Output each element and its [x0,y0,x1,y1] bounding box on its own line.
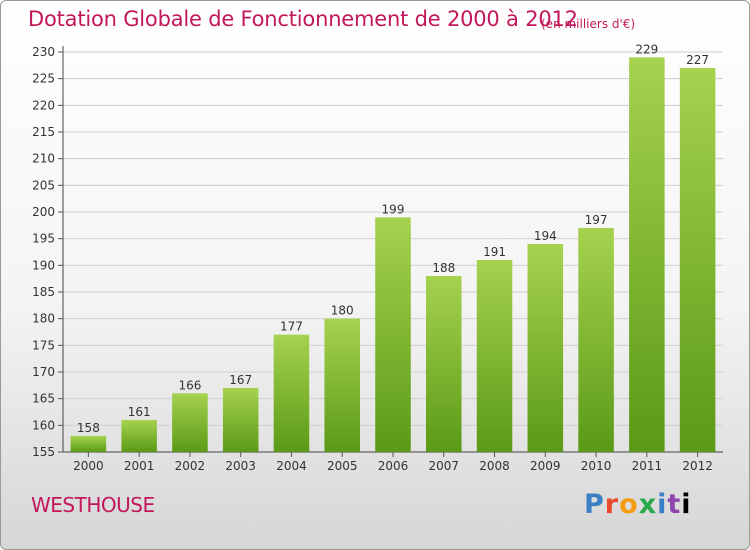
bar [679,68,716,452]
bar-value-label: 191 [483,245,506,259]
bar-value-label: 158 [77,421,100,435]
unit-note: (en milliers d'€) [541,17,636,31]
bar [222,388,259,452]
bar-value-label: 227 [686,53,709,67]
bar-value-label: 177 [280,320,303,334]
bar [172,393,208,452]
bar-value-label: 166 [178,378,201,392]
bar-value-label: 194 [534,229,557,243]
x-tick-label: 2005 [327,459,358,473]
x-tick-label: 2007 [428,459,459,473]
y-tick-label: 185 [32,285,55,299]
bar-value-label: 199 [382,202,405,216]
bar-value-label: 167 [229,373,252,387]
bar [375,217,411,452]
bar [527,244,564,452]
bar [629,57,665,452]
bars [70,57,716,452]
x-tick-label: 2003 [225,459,256,473]
bar-value-label: 161 [128,405,151,419]
bar [426,276,462,452]
x-tick-label: 2002 [175,459,206,473]
y-tick-label: 175 [32,338,55,352]
y-tick-label: 210 [32,152,55,166]
x-tick-label: 2001 [124,459,155,473]
chart-title: Dotation Globale de Fonctionnement de 20… [28,7,578,31]
x-tick-label: 2012 [682,459,713,473]
bar-value-labels: 158 161 166 167 177 180 199 188 191 194 197 229 227 [77,42,709,435]
bar-value-label: 197 [585,213,608,227]
bar [476,260,513,452]
bar [578,228,614,452]
y-tick-label: 230 [32,45,55,59]
y-tick-labels: 155 160 165 170 175 180 185 190 195 200 205 210 215 2… [32,45,63,459]
x-tick-label: 2000 [73,459,104,473]
y-tick-label: 195 [32,232,55,246]
y-tick-label: 155 [32,445,55,459]
y-tick-label: 220 [32,98,55,112]
bar [70,436,107,452]
x-tick-label: 2008 [479,459,510,473]
bar [273,334,310,452]
y-tick-label: 170 [32,365,55,379]
x-tick-label: 2009 [530,459,561,473]
y-tick-label: 190 [32,258,55,272]
y-tick-label: 205 [32,178,55,192]
y-tick-label: 225 [32,72,55,86]
x-tick-label: 2011 [632,459,663,473]
bar-value-label: 180 [331,304,354,318]
x-tick-label: 2010 [581,459,612,473]
proxiti-logo: Proxiti [584,489,692,520]
y-tick-label: 215 [32,125,55,139]
bar [324,318,360,452]
y-tick-label: 160 [32,418,55,432]
y-tick-label: 165 [32,392,55,406]
bar [121,420,157,452]
bar-value-label: 229 [635,42,658,56]
x-tick-label: 2006 [378,459,409,473]
x-tick-labels: 2000 2001 2002 2003 2004 2005 2006 2007 2008 2009… [73,452,713,473]
bar-value-label: 188 [432,261,455,275]
y-tick-label: 200 [32,205,55,219]
commune-name: WESTHOUSE [31,493,155,517]
y-tick-label: 180 [32,312,55,326]
x-tick-label: 2004 [276,459,307,473]
